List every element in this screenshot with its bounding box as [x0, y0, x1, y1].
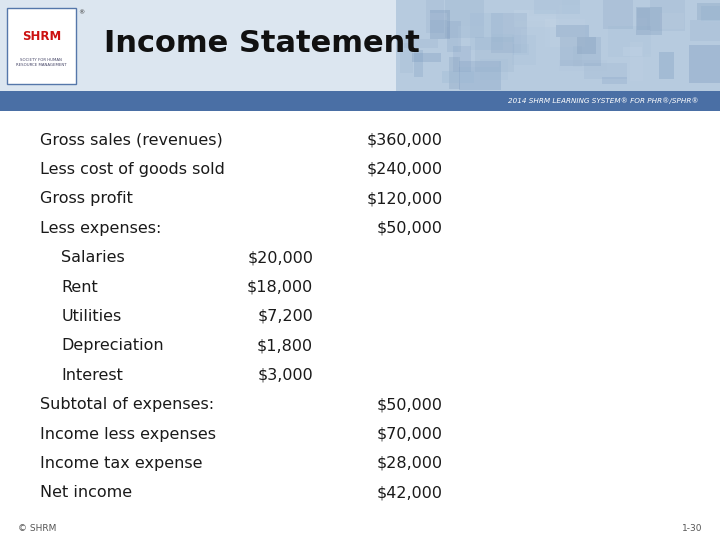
- Bar: [701, 5, 720, 21]
- Bar: [454, 46, 472, 72]
- Bar: [690, 19, 720, 41]
- Bar: [480, 59, 508, 80]
- Bar: [396, 0, 720, 91]
- Bar: [688, 67, 707, 78]
- Text: $240,000: $240,000: [366, 162, 443, 177]
- Bar: [559, 59, 607, 71]
- Bar: [426, 0, 444, 33]
- Bar: [545, 19, 585, 47]
- Text: Income tax expense: Income tax expense: [40, 456, 202, 471]
- Bar: [585, 63, 627, 79]
- Text: $7,200: $7,200: [257, 309, 313, 324]
- Text: $3,000: $3,000: [258, 368, 313, 383]
- Bar: [606, 18, 647, 48]
- Bar: [528, 0, 562, 16]
- Text: 2014 SHRM LEARNING SYSTEM® FOR PHR®/SPHR®: 2014 SHRM LEARNING SYSTEM® FOR PHR®/SPHR…: [508, 97, 698, 104]
- Bar: [431, 10, 450, 39]
- Bar: [660, 52, 674, 79]
- Bar: [459, 60, 500, 90]
- Bar: [469, 13, 503, 50]
- Text: 1-30: 1-30: [682, 524, 702, 532]
- Text: Less cost of goods sold: Less cost of goods sold: [40, 162, 225, 177]
- Bar: [608, 26, 652, 57]
- Bar: [404, 39, 438, 48]
- Bar: [513, 44, 528, 55]
- Bar: [447, 22, 461, 52]
- Text: Gross profit: Gross profit: [40, 191, 132, 206]
- Bar: [689, 45, 720, 83]
- Bar: [416, 0, 451, 27]
- Bar: [430, 14, 447, 20]
- Bar: [703, 9, 720, 22]
- Bar: [445, 0, 485, 38]
- Text: Net income: Net income: [40, 485, 132, 501]
- Bar: [534, 0, 580, 14]
- Bar: [642, 26, 685, 57]
- Bar: [650, 0, 685, 31]
- Bar: [0, 91, 720, 111]
- Text: Gross sales (revenues): Gross sales (revenues): [40, 132, 222, 147]
- Text: $1,800: $1,800: [257, 339, 313, 353]
- Bar: [7, 8, 76, 84]
- Text: $70,000: $70,000: [377, 427, 443, 442]
- Bar: [458, 26, 499, 67]
- Bar: [560, 37, 601, 66]
- Bar: [557, 24, 589, 37]
- Text: ®: ®: [78, 11, 84, 16]
- Bar: [412, 53, 441, 62]
- Text: Salaries: Salaries: [61, 250, 125, 265]
- Text: $28,000: $28,000: [377, 456, 443, 471]
- Bar: [541, 49, 561, 75]
- Bar: [696, 3, 720, 20]
- Text: $50,000: $50,000: [377, 221, 443, 236]
- Text: Subtotal of expenses:: Subtotal of expenses:: [40, 397, 214, 412]
- Bar: [492, 33, 514, 42]
- Text: Income less expenses: Income less expenses: [40, 427, 215, 442]
- Bar: [630, 42, 643, 80]
- Text: $18,000: $18,000: [247, 280, 313, 294]
- Bar: [580, 58, 613, 64]
- Bar: [660, 13, 683, 29]
- Bar: [515, 21, 550, 58]
- Bar: [513, 10, 556, 27]
- Bar: [521, 29, 549, 66]
- Bar: [623, 47, 642, 56]
- Bar: [644, 61, 672, 84]
- Text: $42,000: $42,000: [377, 485, 443, 501]
- Bar: [644, 54, 657, 89]
- Bar: [636, 7, 662, 35]
- Bar: [602, 77, 627, 84]
- Bar: [573, 46, 582, 68]
- Text: Less expenses:: Less expenses:: [40, 221, 161, 236]
- Text: Depreciation: Depreciation: [61, 339, 164, 353]
- Bar: [603, 1, 633, 29]
- Text: Income Statement: Income Statement: [104, 29, 420, 58]
- Bar: [0, 0, 720, 91]
- Bar: [512, 35, 536, 65]
- Text: SHRM: SHRM: [22, 30, 61, 43]
- Text: Utilities: Utilities: [61, 309, 122, 324]
- Bar: [449, 57, 460, 89]
- Bar: [403, 17, 449, 27]
- Text: Interest: Interest: [61, 368, 123, 383]
- Text: $20,000: $20,000: [247, 250, 313, 265]
- Text: $360,000: $360,000: [366, 132, 443, 147]
- Bar: [666, 57, 676, 73]
- Bar: [577, 37, 596, 54]
- Bar: [491, 13, 527, 53]
- Bar: [413, 50, 423, 77]
- Bar: [442, 71, 474, 83]
- Bar: [400, 43, 413, 73]
- Bar: [637, 8, 650, 30]
- Bar: [474, 37, 514, 72]
- Text: $120,000: $120,000: [366, 191, 443, 206]
- Bar: [644, 45, 675, 55]
- Text: © SHRM: © SHRM: [18, 524, 56, 532]
- Text: Rent: Rent: [61, 280, 98, 294]
- Text: SOCIETY FOR HUMAN
RESOURCE MANAGEMENT: SOCIETY FOR HUMAN RESOURCE MANAGEMENT: [16, 58, 67, 67]
- Text: $50,000: $50,000: [377, 397, 443, 412]
- Bar: [559, 5, 586, 25]
